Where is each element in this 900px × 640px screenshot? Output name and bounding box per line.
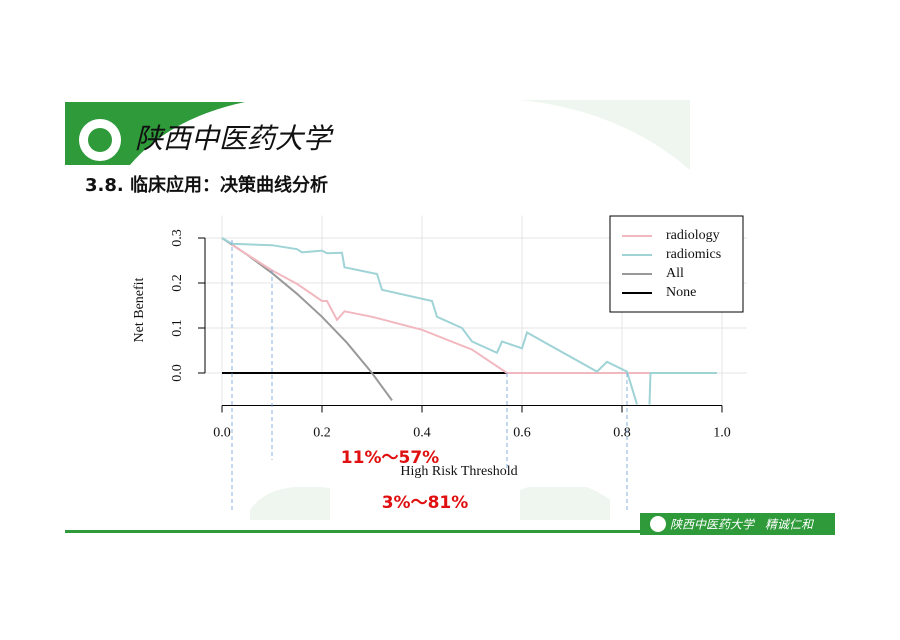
slide-title: 3.8. 临床应用：决策曲线分析: [85, 174, 328, 196]
series-line: [231, 243, 652, 374]
annotation: 11%～57%: [341, 448, 439, 468]
x-tick-label: 0.0: [213, 426, 231, 441]
footer-emblem: [650, 516, 666, 532]
x-tick-label: 0.8: [613, 426, 631, 441]
logo-emblem: [88, 128, 112, 152]
footer-motto: 精诚仁和: [765, 518, 815, 532]
legend-box: [609, 215, 744, 313]
annotation: 3%～81%: [382, 493, 469, 513]
bg-shape: [520, 100, 690, 170]
y-tick-label: 0.2: [170, 274, 185, 292]
footer-band: [640, 513, 835, 535]
x-tick-label: 0.6: [513, 426, 531, 441]
legend-label: All: [666, 266, 684, 281]
bg-shape: [520, 482, 610, 520]
logo-text: 陕西中医药大学: [135, 122, 334, 155]
y-axis-label: Net Benefit: [132, 277, 147, 342]
legend-label: None: [666, 285, 696, 300]
legend-label: radiomics: [666, 247, 721, 262]
x-tick-label: 0.2: [313, 426, 331, 441]
bg-shape: [250, 486, 330, 520]
x-tick-label: 0.4: [413, 426, 431, 441]
series-line: [221, 237, 717, 405]
y-tick-label: 0.1: [170, 319, 185, 337]
y-tick-label: 0.3: [170, 229, 185, 247]
x-axis-label: High Risk Threshold: [400, 464, 517, 479]
chart: 0.0 0.2 0.4 0.6 0.8 1.0 0.0 0.1 0.2 0.3 High Risk …: [132, 215, 747, 513]
footer-line: [65, 530, 835, 533]
footer-logo: 陕西中医药大学: [670, 518, 756, 532]
x-tick-label: 1.0: [713, 426, 731, 441]
legend-label: radiology: [666, 228, 720, 243]
y-tick-label: 0.0: [170, 364, 185, 382]
